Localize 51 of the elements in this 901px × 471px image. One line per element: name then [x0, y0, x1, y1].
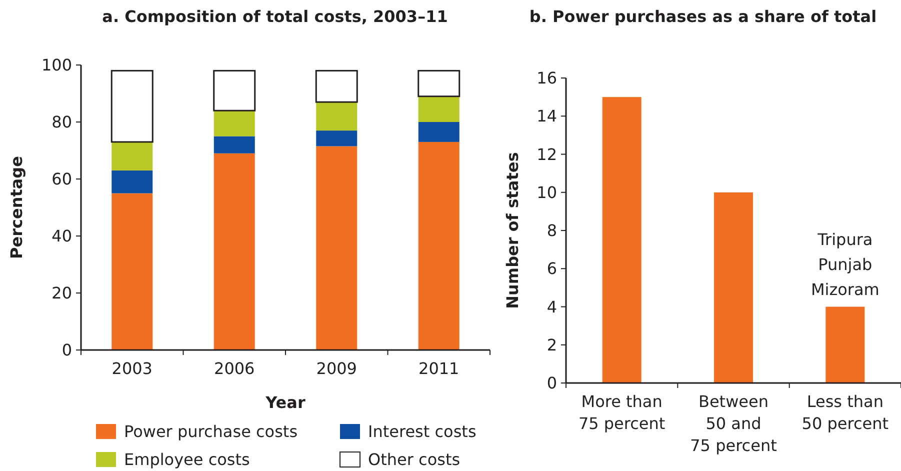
bar [418, 142, 460, 350]
y-axis-title: Number of states [503, 152, 522, 309]
bar [112, 170, 153, 194]
bar [213, 70, 256, 112]
y-tick-label: 14 [536, 106, 557, 126]
x-tick-label: 2009 [316, 359, 357, 378]
bar [112, 193, 153, 350]
y-tick-label: 10 [536, 182, 557, 202]
bar [112, 142, 153, 170]
x-tick-label: 2003 [112, 359, 152, 378]
bar [418, 70, 460, 98]
annotation: Tripura Punjab Mizoram [810, 230, 880, 299]
y-tick-label: 60 [52, 170, 72, 189]
bar [316, 130, 358, 146]
legend-label: Employee costs [124, 450, 250, 469]
y-tick-label: 6 [546, 259, 557, 278]
legend-label: Power purchase costs [124, 422, 298, 441]
bar [214, 153, 255, 350]
x-tick-label: 2006 [214, 359, 255, 378]
y-tick-label: 16 [536, 68, 557, 88]
y-tick-label: 8 [546, 221, 557, 240]
x-axis-title: Year [264, 393, 306, 412]
x-tick-label: 2011 [418, 359, 460, 378]
x-tick-label: Less than 50 percent [802, 392, 889, 433]
y-tick-label: 20 [52, 284, 72, 303]
y-tick-label: 12 [536, 144, 557, 164]
bar [110, 70, 154, 143]
bar [214, 110, 255, 136]
bar [316, 146, 358, 350]
chart-title: b. Power purchases as a share of total [529, 7, 877, 26]
chart-title: a. Composition of total costs, 2003–11 [102, 7, 448, 26]
legend-label: Interest costs [368, 422, 476, 441]
bar [602, 97, 642, 383]
bar [315, 70, 358, 103]
y-tick-label: 4 [546, 297, 557, 316]
x-tick-label: Between 50 and 75 percent [690, 392, 777, 455]
bar [826, 306, 865, 383]
y-tick-label: 0 [62, 340, 72, 360]
bar [418, 96, 460, 122]
y-tick-label: 40 [52, 226, 72, 246]
bar [214, 136, 255, 154]
bar [316, 102, 358, 131]
bar [418, 122, 460, 142]
y-tick-label: 100 [41, 56, 72, 75]
y-tick-label: 2 [546, 335, 557, 354]
x-tick-label: More than 75 percent [578, 392, 666, 433]
y-axis-title: Percentage [7, 156, 26, 259]
y-tick-label: 0 [546, 374, 557, 393]
bar [714, 192, 753, 383]
y-tick-label: 80 [52, 112, 72, 132]
legend-label: Other costs [368, 450, 460, 469]
